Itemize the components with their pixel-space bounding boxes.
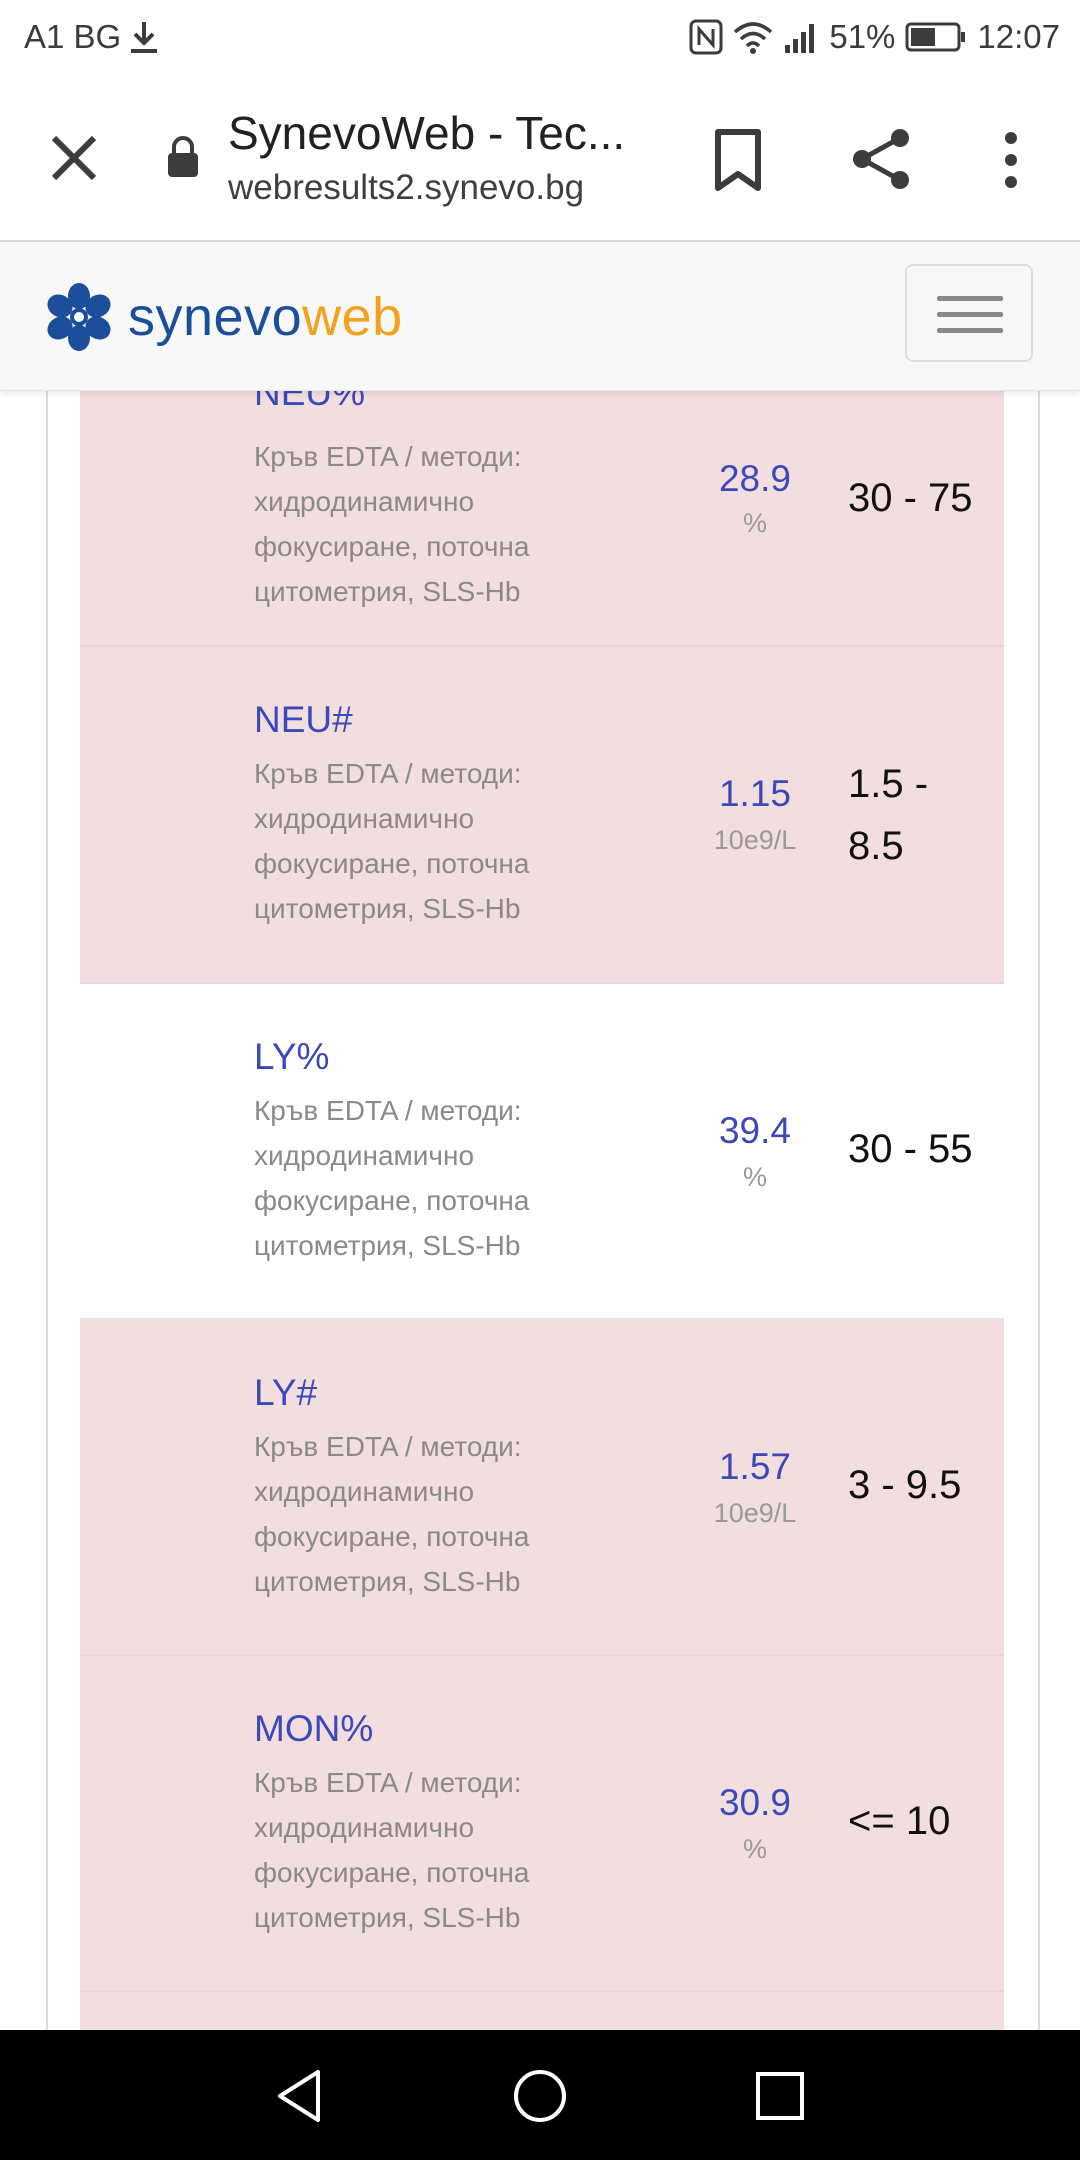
result-unit: 10e9/L [713,825,797,855]
results-panel: NEU% Кръв EDTA / методи: хидродинамично … [46,390,1040,2030]
status-bar: A1 BG 51% 12:07 [0,0,1080,76]
test-name[interactable]: LY% [254,1036,330,1077]
nav-toggle-button[interactable] [905,264,1033,362]
system-nav-bar [0,2030,1080,2160]
site-header: synevoweb [0,242,1080,391]
desc-line: цитометрия, SLS-Hb [254,1230,521,1261]
result-row: LY# Кръв EDTA / методи: хидродинамично ф… [80,1320,1004,1656]
reference-range: 30 - 75 [848,467,998,529]
bookmark-button[interactable] [712,128,764,192]
result-unit: 10e9/L [713,1498,797,1528]
desc-line: Кръв EDTA / методи: [254,1431,522,1462]
logo-text-synevo: synevo [128,287,303,347]
logo-text: synevoweb [128,286,403,348]
results-content[interactable]: NEU% Кръв EDTA / методи: хидродинамично … [0,390,1080,2030]
home-button[interactable] [510,2066,570,2126]
result-value: 1.15 [718,773,791,814]
result-row: NEU% Кръв EDTA / методи: хидродинамично … [80,390,1004,647]
recents-icon [756,2072,804,2120]
url-text[interactable]: webresults2.synevo.bg [228,168,585,207]
lock-icon [166,134,200,178]
test-description: Кръв EDTA / методи: хидродинамично фокус… [254,434,594,614]
test-name[interactable]: NEU# [254,699,353,740]
result-value: 28.9 [718,458,791,499]
result-row: MON% Кръв EDTA / методи: хидродинамично … [80,1656,1004,1992]
desc-line: цитометрия, SLS-Hb [254,1902,521,1933]
signal-icon [783,21,819,53]
desc-line: хидродинамично [254,1812,475,1843]
test-name[interactable]: MON% [254,1708,374,1749]
more-options-button[interactable] [996,128,1026,192]
range-line: 3 - 9.5 [848,1463,962,1507]
range-line: <= 10 [848,1799,951,1843]
more-vert-icon [1005,132,1017,188]
hamburger-line [937,312,1003,317]
share-button[interactable] [850,126,914,192]
wifi-icon [733,20,773,54]
hamburger-line [937,328,1003,333]
desc-line: фокусиране, поточна [254,531,530,562]
desc-line: Кръв EDTA / методи: [254,758,522,789]
result-value: 1.57 [718,1446,791,1487]
download-icon [127,19,161,55]
range-line: 30 - 55 [848,1127,973,1171]
range-line: 8.5 [848,824,904,868]
close-tab-button[interactable] [44,128,104,188]
desc-line: цитометрия, SLS-Hb [254,1566,521,1597]
result-row [80,1992,1004,2030]
result-unit: % [742,1834,767,1864]
desc-line: хидродинамично [254,803,475,834]
reference-range: 1.5 - 8.5 [848,753,998,877]
home-icon [514,2070,566,2122]
reference-range: 30 - 55 [848,1118,998,1180]
desc-line: фокусиране, поточна [254,848,530,879]
result-value: 39.4 [718,1110,791,1151]
desc-line: Кръв EDTA / методи: [254,1095,522,1126]
desc-line: цитометрия, SLS-Hb [254,893,521,924]
browser-toolbar: SynevoWeb - Tec... webresults2.synevo.bg [0,76,1080,242]
share-icon [853,129,909,189]
test-description: Кръв EDTA / методи: хидродинамично фокус… [254,751,594,931]
clock: 12:07 [977,18,1060,55]
hamburger-line [937,296,1003,301]
nfc-icon [689,19,723,55]
result-unit: % [742,508,767,538]
battery-icon [905,21,967,53]
battery-percent: 51% [829,18,896,55]
recents-button[interactable] [750,2066,810,2126]
test-description: Кръв EDTA / методи: хидродинамично фокус… [254,1760,594,1940]
desc-line: фокусиране, поточна [254,1857,530,1888]
back-button[interactable] [270,2066,330,2126]
desc-line: Кръв EDTA / методи: [254,441,522,472]
desc-line: фокусиране, поточна [254,1185,530,1216]
result-value: 30.9 [718,1782,791,1823]
test-name[interactable]: LY# [254,1372,318,1413]
result-row: LY% Кръв EDTA / методи: хидродинамично ф… [80,984,1004,1320]
range-line: 1.5 - [848,762,929,806]
page-title: SynevoWeb - Tec... [228,107,626,159]
desc-line: Кръв EDTA / методи: [254,1767,522,1798]
reference-range: 3 - 9.5 [848,1454,998,1516]
bookmark-icon [715,129,761,191]
close-icon [51,135,97,181]
desc-line: цитометрия, SLS-Hb [254,576,521,607]
desc-line: фокусиране, поточна [254,1521,530,1552]
desc-line: хидродинамично [254,1140,475,1171]
reference-range: <= 10 [848,1790,998,1852]
desc-line: хидродинамично [254,1476,475,1507]
test-description: Кръв EDTA / методи: хидродинамично фокус… [254,1424,594,1604]
site-logo[interactable]: synevoweb [44,282,403,352]
carrier-label: A1 BG [24,18,122,55]
result-row: NEU# Кръв EDTA / методи: хидродинамично … [80,647,1004,984]
test-name[interactable]: NEU% [254,390,366,413]
back-icon [278,2070,320,2122]
range-line: 30 - 75 [848,476,973,520]
test-description: Кръв EDTA / методи: хидродинамично фокус… [254,1088,594,1268]
desc-line: хидродинамично [254,486,475,517]
logo-text-web: web [302,287,403,347]
result-unit: % [742,1162,767,1192]
flower-logo-icon [47,283,111,351]
